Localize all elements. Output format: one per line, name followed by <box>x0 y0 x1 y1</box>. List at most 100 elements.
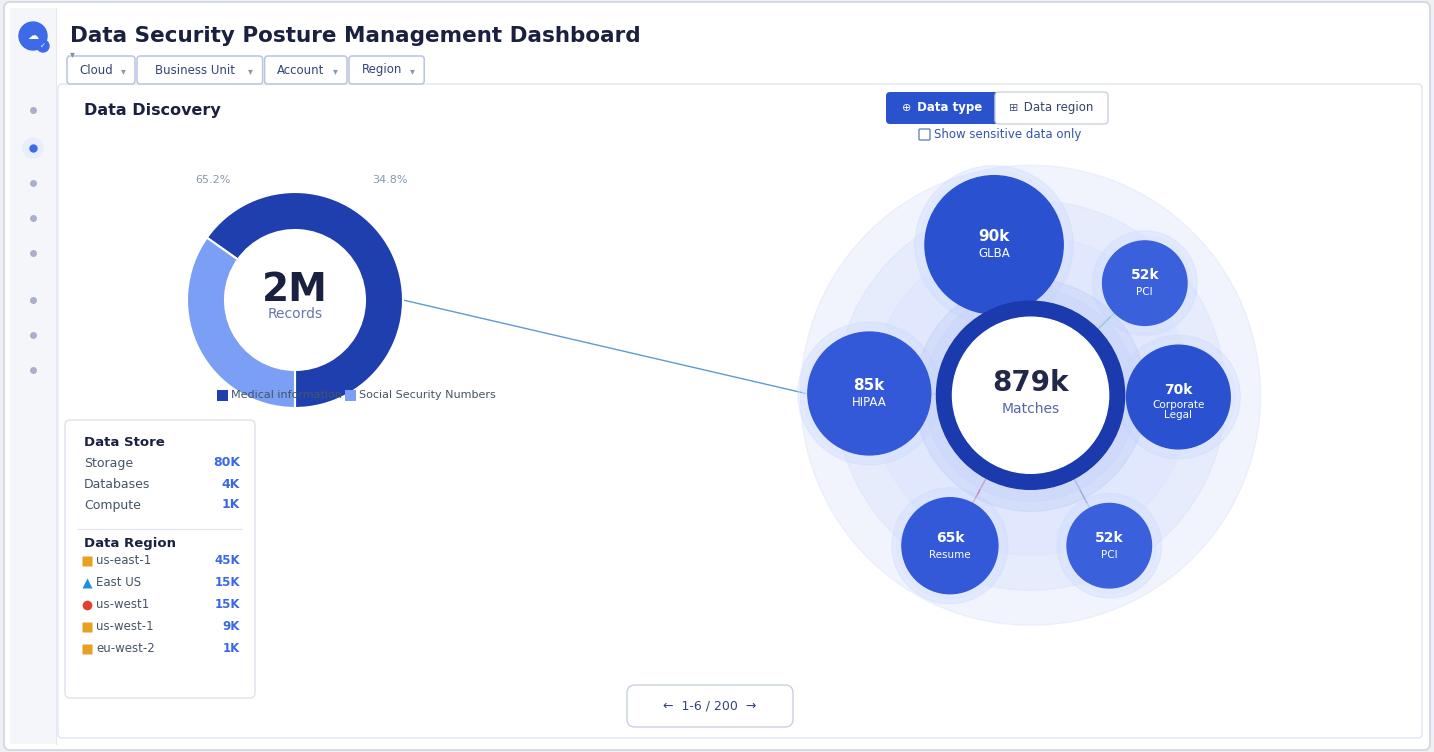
Text: 52k: 52k <box>1130 268 1159 282</box>
Text: 90k: 90k <box>978 229 1010 244</box>
Text: us-west1: us-west1 <box>96 599 149 611</box>
Text: Region: Region <box>361 63 402 77</box>
FancyBboxPatch shape <box>4 2 1430 750</box>
Circle shape <box>925 176 1063 314</box>
Text: ▾: ▾ <box>333 66 337 76</box>
Circle shape <box>227 231 364 369</box>
FancyBboxPatch shape <box>886 92 999 124</box>
Wedge shape <box>186 238 295 408</box>
Text: Business Unit: Business Unit <box>155 63 235 77</box>
Text: 45K: 45K <box>214 554 239 568</box>
Text: ▾: ▾ <box>248 66 252 76</box>
Wedge shape <box>206 192 403 408</box>
FancyBboxPatch shape <box>919 129 931 140</box>
Text: 70k: 70k <box>1164 383 1193 397</box>
Text: Compute: Compute <box>85 499 141 511</box>
Text: 15K: 15K <box>215 599 239 611</box>
Text: us-east-1: us-east-1 <box>96 554 151 568</box>
Text: ⊞: ⊞ <box>1010 103 1018 113</box>
Circle shape <box>896 493 1002 599</box>
FancyBboxPatch shape <box>67 56 135 84</box>
Text: ▾: ▾ <box>410 66 414 76</box>
FancyBboxPatch shape <box>138 56 262 84</box>
Text: ▾: ▾ <box>70 49 75 59</box>
Text: Data Store: Data Store <box>85 436 165 450</box>
Circle shape <box>902 498 998 593</box>
Circle shape <box>800 165 1260 625</box>
Circle shape <box>1057 493 1162 598</box>
Circle shape <box>952 317 1108 473</box>
Circle shape <box>925 290 1137 502</box>
Text: PCI: PCI <box>1137 287 1153 297</box>
Text: 1K: 1K <box>222 642 239 656</box>
Circle shape <box>807 332 931 455</box>
Text: Corporate: Corporate <box>1152 400 1205 410</box>
Text: Storage: Storage <box>85 456 133 469</box>
Circle shape <box>1127 345 1230 449</box>
Text: 9K: 9K <box>222 620 239 633</box>
Circle shape <box>1067 503 1152 588</box>
FancyBboxPatch shape <box>348 56 424 84</box>
FancyBboxPatch shape <box>627 685 793 727</box>
Circle shape <box>921 171 1068 319</box>
Circle shape <box>1063 499 1156 593</box>
Text: Data Security Posture Management Dashboard: Data Security Posture Management Dashboa… <box>70 26 641 46</box>
Circle shape <box>915 165 1073 324</box>
Text: HIPAA: HIPAA <box>852 396 886 409</box>
Circle shape <box>1093 231 1197 335</box>
Circle shape <box>19 22 47 50</box>
Circle shape <box>936 301 1124 490</box>
Text: Legal: Legal <box>1164 410 1193 420</box>
Text: Data region: Data region <box>1020 102 1093 114</box>
Text: 4K: 4K <box>222 478 239 490</box>
Text: ✓: ✓ <box>40 43 46 49</box>
Text: Show sensitive data only: Show sensitive data only <box>934 128 1081 141</box>
Text: ←  1-6 / 200  →: ← 1-6 / 200 → <box>664 699 757 712</box>
Circle shape <box>803 327 936 460</box>
Text: Matches: Matches <box>1001 402 1060 417</box>
Text: Data Discovery: Data Discovery <box>85 102 221 117</box>
Text: GLBA: GLBA <box>978 247 1010 260</box>
Text: 1K: 1K <box>222 499 239 511</box>
Text: 34.8%: 34.8% <box>373 175 407 185</box>
Circle shape <box>915 279 1147 511</box>
FancyBboxPatch shape <box>265 56 347 84</box>
Text: ⊕: ⊕ <box>902 103 912 113</box>
FancyBboxPatch shape <box>65 420 255 698</box>
Text: Cloud: Cloud <box>79 63 113 77</box>
Text: 80K: 80K <box>214 456 239 469</box>
Text: 879k: 879k <box>992 369 1068 397</box>
Text: East US: East US <box>96 577 141 590</box>
Text: 65.2%: 65.2% <box>195 175 231 185</box>
Text: us-west-1: us-west-1 <box>96 620 153 633</box>
Text: Social Security Numbers: Social Security Numbers <box>358 390 496 401</box>
Text: Medical information: Medical information <box>231 390 341 401</box>
Text: Account: Account <box>277 63 324 77</box>
Text: ▾: ▾ <box>120 66 125 76</box>
Text: 52k: 52k <box>1096 531 1124 544</box>
Text: eu-west-2: eu-west-2 <box>96 642 155 656</box>
Text: 65k: 65k <box>935 531 964 544</box>
Circle shape <box>870 235 1190 555</box>
Text: Databases: Databases <box>85 478 151 490</box>
FancyBboxPatch shape <box>346 390 356 401</box>
Circle shape <box>1097 236 1192 330</box>
Circle shape <box>1121 340 1235 454</box>
Text: Data type: Data type <box>913 102 982 114</box>
FancyBboxPatch shape <box>995 92 1108 124</box>
FancyBboxPatch shape <box>10 8 56 744</box>
Text: Resume: Resume <box>929 550 971 559</box>
Circle shape <box>37 40 49 52</box>
Circle shape <box>836 200 1226 590</box>
Text: Records: Records <box>267 307 323 321</box>
Circle shape <box>892 488 1008 604</box>
Text: ☁: ☁ <box>27 31 39 41</box>
Text: PCI: PCI <box>1101 550 1117 559</box>
Text: 15K: 15K <box>215 577 239 590</box>
Circle shape <box>797 322 941 465</box>
Text: 2M: 2M <box>262 271 328 309</box>
Text: 85k: 85k <box>853 378 885 393</box>
Circle shape <box>1117 335 1240 459</box>
FancyBboxPatch shape <box>57 84 1423 738</box>
Circle shape <box>1103 241 1187 326</box>
